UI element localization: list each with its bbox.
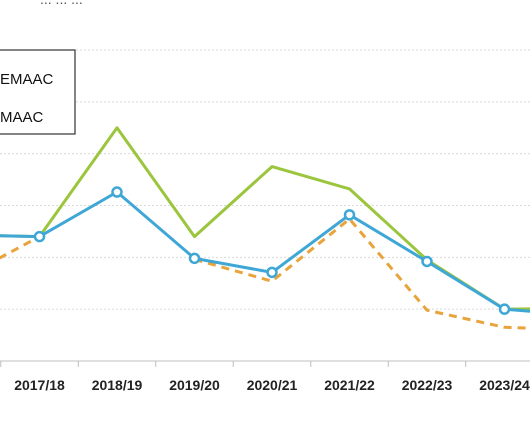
gridlines: [0, 49, 530, 310]
x-tick-label: 2017/18: [14, 377, 65, 393]
x-tick-labels: 2017/18 2018/19 2019/20 2020/21 2021/22 2022/…: [14, 377, 530, 393]
data-point-maac: [421, 255, 433, 268]
data-point-maac: [343, 209, 356, 221]
legend-entry-emaac: EMAAC: [0, 71, 54, 88]
x-tick-label: 2021/22: [324, 377, 375, 393]
series-markers: [33, 186, 511, 315]
legend-entry-maac: MAAC: [0, 109, 44, 126]
x-tick-label: 2022/23: [402, 377, 453, 393]
x-tick-label: 2018/19: [92, 377, 143, 393]
data-point-maac: [33, 230, 46, 243]
x-tick-label: 2020/21: [247, 377, 298, 393]
series-line-maac: [0, 190, 530, 313]
data-point-maac: [111, 186, 123, 198]
x-tick-label: 2019/20: [169, 377, 220, 393]
data-point-maac: [188, 252, 201, 265]
series-line-dashed-series: [0, 217, 530, 330]
data-point-maac: [266, 266, 278, 279]
legend-box: [0, 49, 76, 135]
chart-title-partial: ... ... ...: [40, 0, 83, 7]
series-lines: [0, 126, 530, 330]
x-tick-label: 2023/24: [479, 377, 530, 393]
series-line-emaac: [0, 126, 530, 311]
legend: EMAAC MAAC: [0, 49, 76, 135]
x-axis: [0, 360, 530, 367]
data-point-maac: [498, 303, 511, 315]
